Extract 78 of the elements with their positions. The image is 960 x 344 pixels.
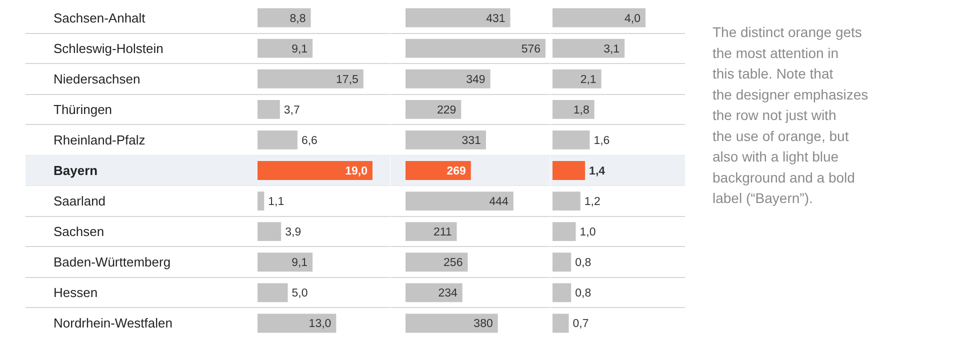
bar xyxy=(406,100,462,119)
data-label: 2,1 xyxy=(580,74,596,86)
data-label: 3,7 xyxy=(284,104,300,116)
bar xyxy=(258,38,313,58)
bar xyxy=(552,38,625,58)
data-label: 4,0 xyxy=(624,12,641,25)
y-tick-label: Baden-Württemberg xyxy=(54,254,171,270)
bar xyxy=(258,314,336,333)
bar xyxy=(258,130,298,150)
bar xyxy=(258,8,311,28)
y-tick-label: Sachsen-Anhalt xyxy=(54,10,146,26)
data-label: 17,5 xyxy=(336,74,358,86)
bar xyxy=(406,8,510,28)
data-label: 5,0 xyxy=(292,288,308,300)
data-label: 1,0 xyxy=(580,226,596,239)
bar xyxy=(552,161,586,180)
bar xyxy=(552,100,594,119)
data-label: 380 xyxy=(474,318,493,330)
data-label: 331 xyxy=(462,134,481,147)
data-label: 0,8 xyxy=(575,288,592,300)
data-label: 576 xyxy=(521,43,540,56)
data-label: 9,1 xyxy=(292,43,308,56)
y-tick-label: Hessen xyxy=(54,285,98,300)
data-label: 8,8 xyxy=(290,12,306,25)
data-label: 269 xyxy=(446,166,466,178)
data-label: 9,1 xyxy=(292,257,308,270)
data-label: 1,2 xyxy=(584,196,600,208)
bar xyxy=(406,252,468,272)
bar xyxy=(552,252,572,272)
data-label: 211 xyxy=(433,226,452,239)
bar xyxy=(258,222,282,242)
bar xyxy=(258,192,264,211)
bar xyxy=(552,283,572,302)
y-tick-label: Thüringen xyxy=(54,102,112,117)
data-label: 256 xyxy=(444,257,463,270)
bar xyxy=(552,130,590,150)
y-tick-label: Saarland xyxy=(54,194,106,209)
bar xyxy=(258,252,313,272)
data-label: 1,4 xyxy=(589,166,606,178)
bar xyxy=(552,192,580,211)
bar xyxy=(552,222,576,242)
bar xyxy=(406,69,490,88)
data-label: 1,6 xyxy=(594,134,610,147)
bar xyxy=(406,38,546,58)
bar xyxy=(258,100,280,119)
y-tick-label: Bayern xyxy=(54,163,98,178)
y-tick-label: Schleswig-Holstein xyxy=(54,40,164,56)
bar xyxy=(552,8,646,28)
text: The distinct orange gets the most attention in this table. Note that the designer emphasizes the row not just with the use of orange, but also with a light blue background and a bold label (“Bayern”). xyxy=(712,24,868,206)
data-label: 13,0 xyxy=(308,318,332,330)
data-label: 1,8 xyxy=(573,104,590,116)
bar xyxy=(258,283,288,302)
bar xyxy=(552,69,602,88)
y-tick-label: Rheinland-Pfalz xyxy=(54,132,146,148)
data-label: 0,8 xyxy=(575,257,592,270)
data-label: 349 xyxy=(466,74,486,86)
bar xyxy=(406,283,462,302)
data-label: 0,7 xyxy=(572,318,589,330)
bar xyxy=(406,192,514,211)
data-label: 444 xyxy=(489,196,510,208)
data-label: 229 xyxy=(436,104,456,116)
y-tick-label: Nordrhein-Westfalen xyxy=(54,316,172,331)
bar xyxy=(258,161,372,180)
data-label: 3,1 xyxy=(604,43,620,56)
bar xyxy=(552,314,569,333)
bar xyxy=(406,130,486,150)
bar xyxy=(406,161,471,180)
data-label: 19,0 xyxy=(345,166,368,178)
data-label: 6,6 xyxy=(301,134,318,147)
y-tick-label: Niedersachsen xyxy=(54,71,140,86)
y-tick-label: Sachsen xyxy=(54,224,104,240)
data-label: 1,1 xyxy=(268,196,284,208)
bar xyxy=(406,222,457,242)
bar xyxy=(406,314,498,333)
data-label: 431 xyxy=(486,12,506,25)
data-label: 234 xyxy=(438,288,458,300)
bar xyxy=(258,69,364,88)
data-label: 3,9 xyxy=(285,226,302,239)
